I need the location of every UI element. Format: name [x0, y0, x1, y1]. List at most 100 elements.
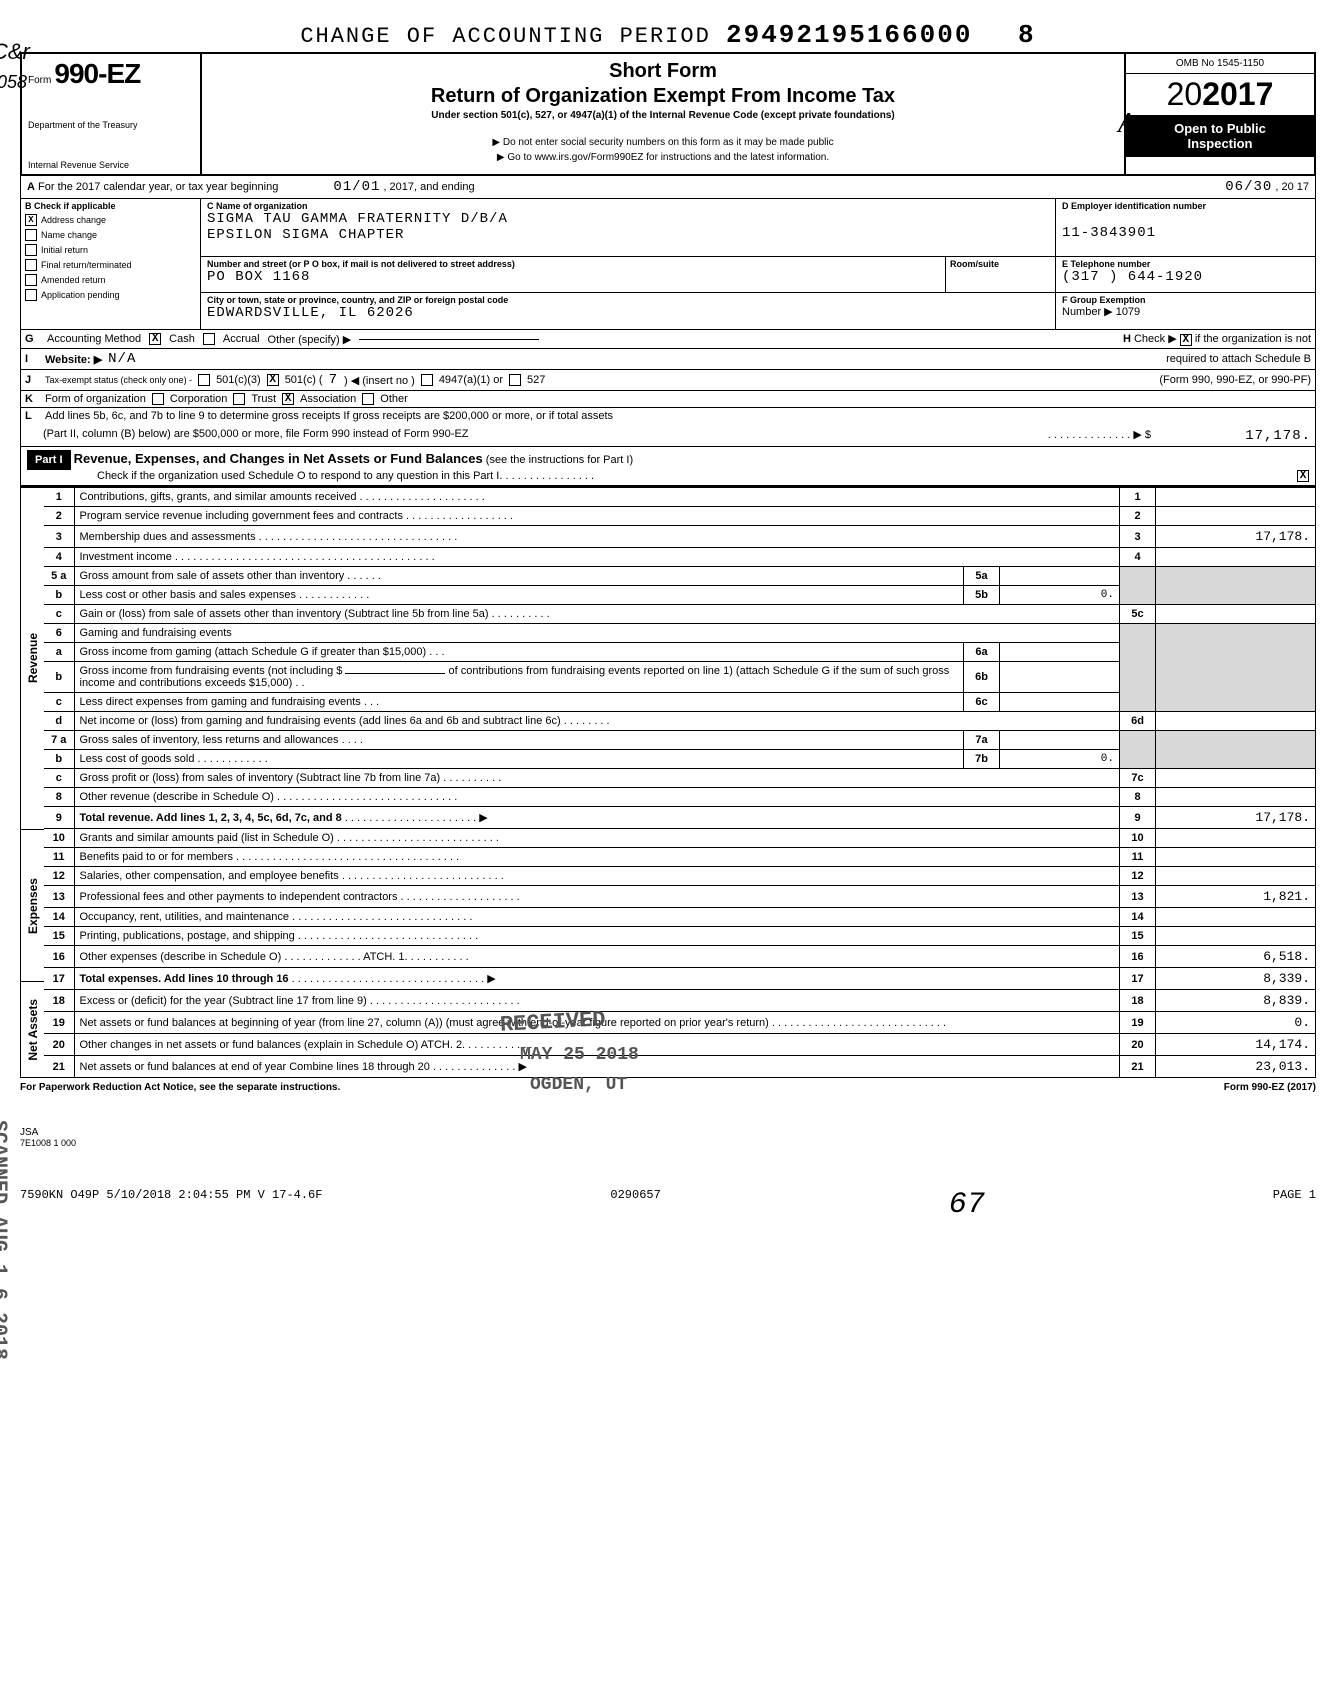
- line-6d: dNet income or (loss) from gaming and fu…: [44, 712, 1316, 731]
- chk-501c3[interactable]: [198, 374, 210, 386]
- group-exemption: Number ▶ 1079: [1062, 305, 1309, 318]
- assoc-label: Association: [300, 393, 356, 405]
- chk-final-return[interactable]: Final return/terminated: [25, 259, 196, 271]
- side-expenses: Expenses: [26, 878, 40, 934]
- end-year-text: , 20 17: [1275, 181, 1309, 193]
- bottom-timestamp: 7590KN O49P 5/10/2018 2:04:55 PM V 17-4.…: [20, 1188, 322, 1222]
- k-letter: K: [25, 393, 39, 405]
- lines-table: 1Contributions, gifts, grants, and simil…: [44, 487, 1316, 1078]
- j-letter: J: [25, 374, 39, 386]
- line-8: 8Other revenue (describe in Schedule O) …: [44, 788, 1316, 807]
- d-label: D Employer identification number: [1062, 201, 1309, 211]
- l-value: 17,178.: [1151, 428, 1311, 444]
- dept-irs: Internal Revenue Service: [28, 160, 194, 170]
- line-5c: cGain or (loss) from sale of assets othe…: [44, 605, 1316, 624]
- chk-corp[interactable]: [152, 393, 164, 405]
- website-value: N/A: [108, 351, 136, 367]
- part-i-badge: Part I: [27, 450, 71, 470]
- chk-address-change[interactable]: XAddress change: [25, 214, 196, 226]
- header-left: C&r 058 Form 990-EZ Department of the Tr…: [22, 54, 202, 174]
- title-sub: Under section 501(c), 527, or 4947(a)(1)…: [212, 110, 1114, 121]
- bottom-num: 0290657: [610, 1188, 660, 1222]
- line-15: 15Printing, publications, postage, and s…: [44, 927, 1316, 946]
- column-b-checkboxes: B Check if applicable XAddress change Na…: [21, 199, 201, 329]
- part-i-check-text: Check if the organization used Schedule …: [97, 470, 499, 482]
- instr-no-ssn: Do not enter social security numbers on …: [212, 135, 1114, 150]
- j-label: Tax-exempt status (check only one) -: [45, 375, 192, 385]
- omb-number: OMB No 1545-1150: [1126, 54, 1314, 74]
- title-main: Return of Organization Exempt From Incom…: [212, 85, 1114, 108]
- website-label: Website: ▶: [45, 353, 102, 366]
- row-l-gross-receipts: L Add lines 5b, 6c, and 7b to line 9 to …: [20, 408, 1316, 447]
- chk-h[interactable]: X: [1180, 334, 1192, 346]
- chk-initial-return[interactable]: Initial return: [25, 244, 196, 256]
- other-org-label: Other: [380, 393, 408, 405]
- chk-trust[interactable]: [233, 393, 245, 405]
- room-suite: Room/suite: [945, 257, 1055, 292]
- city-label: City or town, state or province, country…: [207, 295, 1049, 305]
- phone-value: (317 ) 644-1920: [1062, 269, 1309, 285]
- row-j-tax-exempt: J Tax-exempt status (check only one) - 5…: [20, 370, 1316, 391]
- chk-4947[interactable]: [421, 374, 433, 386]
- line-19: 19Net assets or fund balances at beginni…: [44, 1012, 1316, 1034]
- chk-assoc[interactable]: X: [282, 393, 294, 405]
- line-21: 21Net assets or fund balances at end of …: [44, 1056, 1316, 1078]
- line-3: 3Membership dues and assessments . . . .…: [44, 526, 1316, 548]
- line-7c: cGross profit or (loss) from sales of in…: [44, 769, 1316, 788]
- end-date: 06/30: [1225, 179, 1272, 195]
- 501c-open: 501(c) (: [285, 374, 323, 386]
- header-center: Short Form Return of Organization Exempt…: [202, 54, 1124, 174]
- bottom-scribble: 67: [949, 1188, 985, 1222]
- g-letter: G: [25, 333, 39, 345]
- line-5a: 5 aGross amount from sale of assets othe…: [44, 567, 1316, 586]
- part-i-header: Part I Revenue, Expenses, and Changes in…: [20, 447, 1316, 486]
- row-k-form-org: K Form of organization Corporation Trust…: [20, 391, 1316, 408]
- chk-527[interactable]: [509, 374, 521, 386]
- addr-label: Number and street (or P O box, if mail i…: [207, 259, 1049, 269]
- header: C&r 058 Form 990-EZ Department of the Tr…: [20, 52, 1316, 176]
- begin-year-text: , 2017, and ending: [383, 181, 474, 193]
- chk-schedule-o[interactable]: X: [1297, 470, 1309, 482]
- row-i-website: I Website: ▶ N/A required to attach Sche…: [20, 349, 1316, 370]
- begin-date: 01/01: [333, 179, 380, 195]
- tracking-number: 29492195166000: [726, 20, 972, 50]
- k-label: Form of organization: [45, 393, 146, 405]
- footer-right: Form 990-EZ (2017): [1224, 1082, 1316, 1093]
- footer: For Paperwork Reduction Act Notice, see …: [20, 1078, 1316, 1097]
- chk-other-org[interactable]: [362, 393, 374, 405]
- chk-cash[interactable]: X: [149, 333, 161, 345]
- line-12: 12Salaries, other compensation, and empl…: [44, 867, 1316, 886]
- c-label: C Name of organization: [207, 201, 1049, 211]
- row-a-tax-year: A For the 2017 calendar year, or tax yea…: [20, 176, 1316, 199]
- line-18: 18Excess or (deficit) for the year (Subt…: [44, 990, 1316, 1012]
- handwritten-ccr: C&r: [0, 39, 30, 65]
- page-number: PAGE 1: [1273, 1188, 1316, 1222]
- org-city: EDWARDSVILLE, IL 62026: [207, 305, 1049, 321]
- jsa: JSA: [20, 1127, 1316, 1138]
- l-text1: Add lines 5b, 6c, and 7b to line 9 to de…: [45, 410, 613, 422]
- chk-amended-return[interactable]: Amended return: [25, 274, 196, 286]
- line-1: 1Contributions, gifts, grants, and simil…: [44, 488, 1316, 507]
- chk-accrual[interactable]: [203, 333, 215, 345]
- 501c-number: 7: [329, 372, 338, 388]
- chk-name-change[interactable]: Name change: [25, 229, 196, 241]
- side-netassets: Net Assets: [26, 999, 40, 1061]
- form-990ez: CHANGE OF ACCOUNTING PERIOD 294921951660…: [20, 20, 1316, 1222]
- top-line: CHANGE OF ACCOUNTING PERIOD 294921951660…: [20, 20, 1316, 50]
- l-letter: L: [25, 410, 39, 422]
- other-blank[interactable]: [359, 339, 539, 340]
- part-i-paren: (see the instructions for Part I): [486, 454, 633, 466]
- line-9: 9Total revenue. Add lines 1, 2, 3, 4, 5c…: [44, 807, 1316, 829]
- 6b-blank[interactable]: [345, 673, 445, 674]
- row-g-accounting: G Accounting Method X Cash Accrual Other…: [20, 330, 1316, 349]
- chk-application-pending[interactable]: Application pending: [25, 289, 196, 301]
- org-name-2: EPSILON SIGMA CHAPTER: [207, 227, 1049, 243]
- row-a-text: For the 2017 calendar year, or tax year …: [38, 181, 278, 193]
- jsa-code: 7E1008 1 000: [20, 1138, 1316, 1148]
- schedule-b-text: required to attach Schedule B: [1166, 353, 1311, 365]
- chk-501c[interactable]: X: [267, 374, 279, 386]
- handwritten-058: 058: [0, 72, 27, 93]
- section-bcdef: B Check if applicable XAddress change Na…: [20, 199, 1316, 330]
- column-c-org-info: C Name of organization SIGMA TAU GAMMA F…: [201, 199, 1055, 329]
- tax-year: 202017: [1126, 74, 1314, 115]
